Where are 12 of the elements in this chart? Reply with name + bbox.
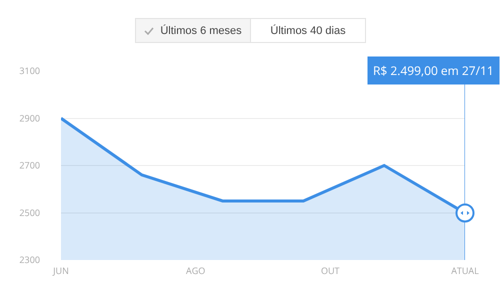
y-tick-label: 2900 (19, 111, 40, 124)
text: Últimos 6 meses (160, 24, 242, 36)
text: OUT (321, 264, 340, 277)
x-tick-label: ATUAL (451, 264, 480, 277)
y-tick-label: 2500 (19, 206, 40, 219)
y-tick-label: 3100 (19, 64, 40, 78)
ref-line-label: R$ 2.499,00 em 27/11 (373, 62, 494, 79)
y-tick-label: 2700 (19, 158, 40, 172)
text: Últimos 40 dias (270, 24, 346, 36)
y-tick-label: 2300 (19, 253, 40, 266)
x-tick-label: JUN (52, 264, 69, 277)
text: AGO (186, 264, 206, 277)
